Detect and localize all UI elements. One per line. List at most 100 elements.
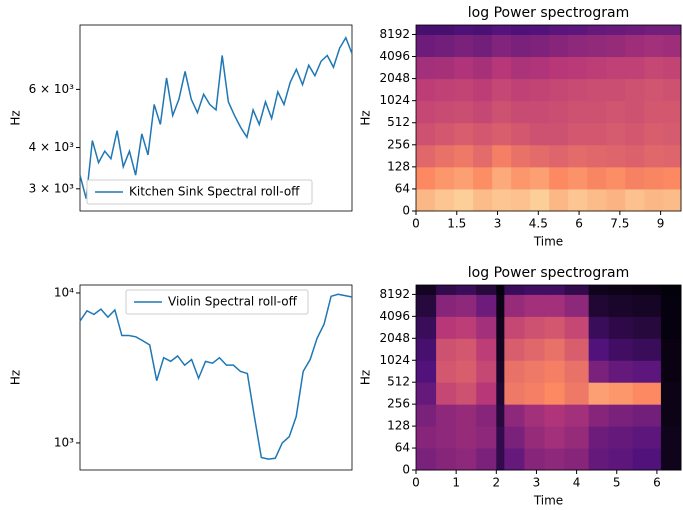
heat-cell [416,144,436,168]
heat-cell [588,382,610,405]
heat-cell [511,34,531,58]
heat-cell [564,285,590,295]
heat-cell [504,285,525,295]
heat-cell [544,294,566,317]
heat-cell [436,382,457,405]
y-tick-label: 128 [387,419,410,433]
heat-cell [436,448,457,471]
heat-cell [473,34,493,58]
heat-cell [524,285,545,295]
heat-cell [435,56,455,80]
heat-cell [511,25,531,35]
heat-cell [476,285,497,295]
line-series [79,293,353,460]
heat-cell [544,285,566,295]
heat-cell [544,360,566,383]
y-tick-label: 8192 [379,27,410,41]
heat-cell [454,34,474,58]
plot-frame [415,24,682,212]
heat-cell [524,294,545,317]
heat-cell [456,360,477,383]
heat-cell [416,34,436,58]
heat-cell [587,122,607,146]
heat-cell [436,316,457,339]
x-axis-label: Time [533,235,563,249]
heat-cell [644,144,664,168]
heat-cell [511,122,531,146]
heat-cell [473,25,493,35]
y-tick-label: 2048 [379,331,410,345]
heat-cell [473,56,493,80]
heat-cell [625,188,645,212]
y-tick-label: 0 [402,463,410,477]
heat-cell [587,34,607,58]
heat-cell [568,122,588,146]
heat-cell [456,404,477,427]
heat-cell [511,56,531,80]
heat-cell [416,78,436,102]
heat-cell [436,294,457,317]
heat-cell [568,100,588,124]
x-tick-label: 7.5 [610,217,629,231]
heat-cell [608,316,634,339]
heat-cell [606,122,626,146]
heat-cell [544,316,566,339]
heat-cell [660,338,682,361]
heat-cell [564,448,590,471]
heat-cell [496,294,505,317]
heat-cell [496,338,505,361]
heat-cell [496,382,505,405]
heat-cell [476,426,497,449]
heat-cell [549,166,569,190]
heat-cell [564,338,590,361]
heat-cell [511,144,531,168]
heat-cell [492,78,512,102]
heat-cell [632,382,662,405]
heat-cell [435,122,455,146]
heat-cell [476,404,497,427]
heat-cell [530,188,550,212]
heat-cell [473,122,493,146]
subplot: Violin Spectral roll-off 10³ 10⁴ Hz [9,284,353,471]
heat-cell [608,382,634,405]
x-tick-label: 1 [452,476,460,490]
heat-cell [587,56,607,80]
heat-cell [608,285,634,295]
heat-cell [588,294,610,317]
heat-cell [544,382,566,405]
heat-cell [473,144,493,168]
heat-cell [625,166,645,190]
x-tick-label: 0 [412,476,420,490]
heat-cell [456,338,477,361]
heat-cell [588,285,610,295]
heat-cell [416,448,437,471]
heat-cell [496,316,505,339]
heat-cell [606,25,626,35]
heat-cell [663,56,682,80]
heat-cell [660,294,682,317]
heat-cell [530,100,550,124]
heat-cell [588,338,610,361]
heat-cell [632,360,662,383]
heat-cell [436,360,457,383]
heat-cell [549,78,569,102]
heat-cell [663,100,682,124]
heat-cell [436,404,457,427]
heat-cell [568,25,588,35]
heat-cell [456,294,477,317]
x-tick-label: 4 [573,476,581,490]
y-tick-label: 8192 [379,287,410,301]
heat-cell [644,122,664,146]
heat-cell [625,122,645,146]
x-tick-label: 0 [412,217,420,231]
x-tick-label: 3 [494,217,502,231]
heat-cell [454,166,474,190]
heat-cell [504,382,525,405]
heat-cell [416,100,436,124]
heat-cell [544,448,566,471]
heat-cell [632,404,662,427]
y-tick-label: 6 × 10³ [29,82,75,96]
heat-cell [436,338,457,361]
heat-cell [587,166,607,190]
heat-cell [587,78,607,102]
